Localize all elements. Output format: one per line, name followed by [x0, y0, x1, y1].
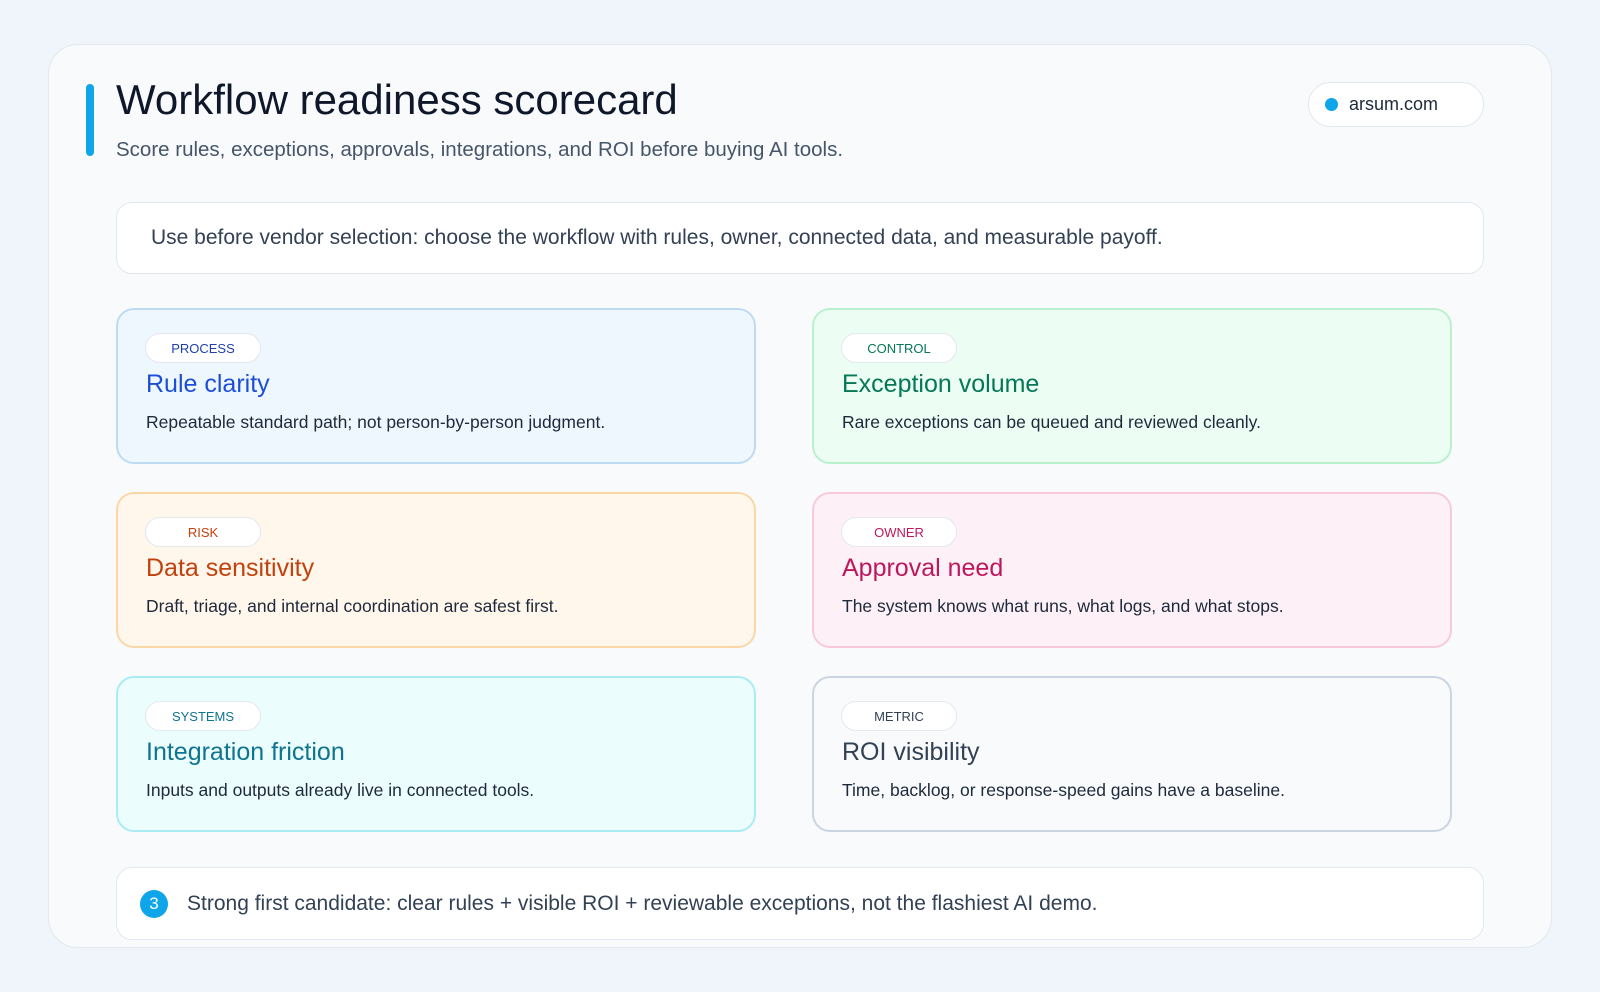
footer: 3 Strong first candidate: clear rules + v… [116, 867, 1484, 940]
card-tag: CONTROL [841, 333, 957, 363]
card-tag: OWNER [841, 517, 957, 547]
card-tag: METRIC [841, 701, 957, 731]
card-title: Exception volume [842, 370, 1040, 398]
score-card: PROCESS Rule clarity Repeatable standard p… [116, 308, 756, 464]
card-text: The system knows what runs, what logs, a… [842, 596, 1284, 616]
accent-bar [86, 84, 94, 156]
card-text: Rare exceptions can be queued and review… [842, 412, 1261, 432]
score-card: RISK Data sensitivity Draft, triage, and i… [116, 492, 756, 648]
card-title: Approval need [842, 554, 1004, 582]
card-tag: SYSTEMS [145, 701, 261, 731]
card-text: Draft, triage, and internal coordination… [146, 596, 559, 616]
score-card: SYSTEMS Integration friction Inputs and ou… [116, 676, 756, 832]
card-text: Time, backlog, or response-speed gains h… [842, 780, 1285, 800]
title: Workflow readiness scorecard [116, 76, 678, 123]
card-title: Integration friction [146, 738, 345, 766]
card-text: Repeatable standard path; not person-by-… [146, 412, 606, 432]
card-title: ROI visibility [842, 738, 980, 766]
card-title: Rule clarity [146, 370, 270, 398]
card-text: Inputs and outputs already live in conne… [146, 780, 535, 800]
footer-text: Strong first candidate: clear rules + vi… [187, 891, 1098, 915]
card-title: Data sensitivity [146, 554, 315, 582]
score-card: OWNER Approval need The system knows what … [812, 492, 1452, 648]
site-label: arsum.com [1349, 94, 1439, 114]
score-card: METRIC ROI visibility Time, backlog, or re… [812, 676, 1452, 832]
footer-badge: 3 [140, 890, 168, 918]
note: Use before vendor selection: choose the … [116, 202, 1484, 274]
site-dot [1325, 98, 1338, 111]
score-card: CONTROL Exception volume Rare exceptions c… [812, 308, 1452, 464]
card-tag: RISK [145, 517, 261, 547]
site-badge: arsum.com [1308, 82, 1484, 127]
card-tag: PROCESS [145, 333, 261, 363]
subtitle: Score rules, exceptions, approvals, inte… [116, 138, 844, 161]
